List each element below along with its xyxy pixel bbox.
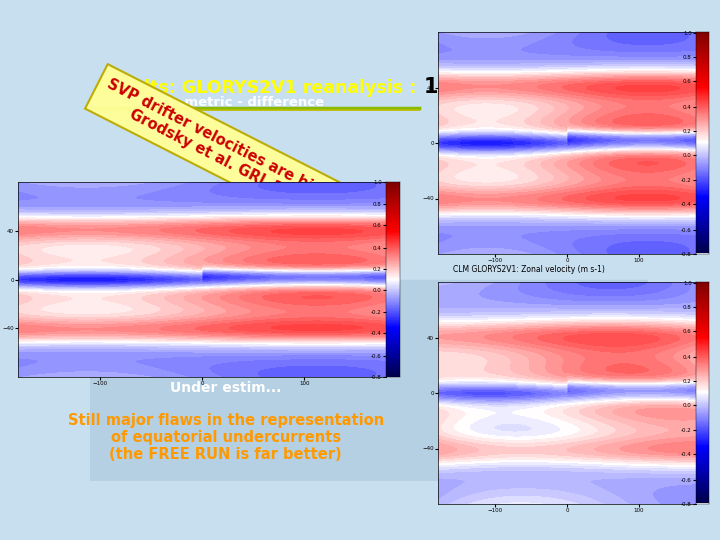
Text: Under estim...: Under estim... — [170, 381, 282, 395]
Bar — [90, 280, 648, 481]
Text: Results: GLORYS2V1 reanalysis :: Results: GLORYS2V1 reanalysis : — [96, 79, 417, 97]
Text: CLASS1  metric - difference: CLASS1 metric - difference — [120, 96, 325, 109]
Text: 15 m zonal velocity: 15 m zonal velocity — [154, 193, 297, 207]
Text: (the FREE RUN is far better): (the FREE RUN is far better) — [109, 447, 342, 462]
Text: SVP drifter velocities are biased
Grodsky et al. GRL 2011: SVP drifter velocities are biased Grodsk… — [96, 76, 350, 226]
Text: CLM drifter-derived NOAA AOML: Zonal velocity (m s-1): CLM drifter-derived NOAA AOML: Zonal vel… — [141, 360, 352, 369]
Text: CLM GLORYS2V1: Zonal velocity (m s-1): CLM GLORYS2V1: Zonal velocity (m s-1) — [454, 265, 606, 274]
Text: Still major flaws in the representation: Still major flaws in the representation — [68, 413, 384, 428]
Text: of equatorial undercurrents: of equatorial undercurrents — [111, 430, 341, 445]
Text: CLM MOM95: Zonal velocity (m s-1): CLM MOM95: Zonal velocity (m s-1) — [462, 457, 598, 467]
Text: 1992-2009: 1992-2009 — [423, 77, 548, 97]
